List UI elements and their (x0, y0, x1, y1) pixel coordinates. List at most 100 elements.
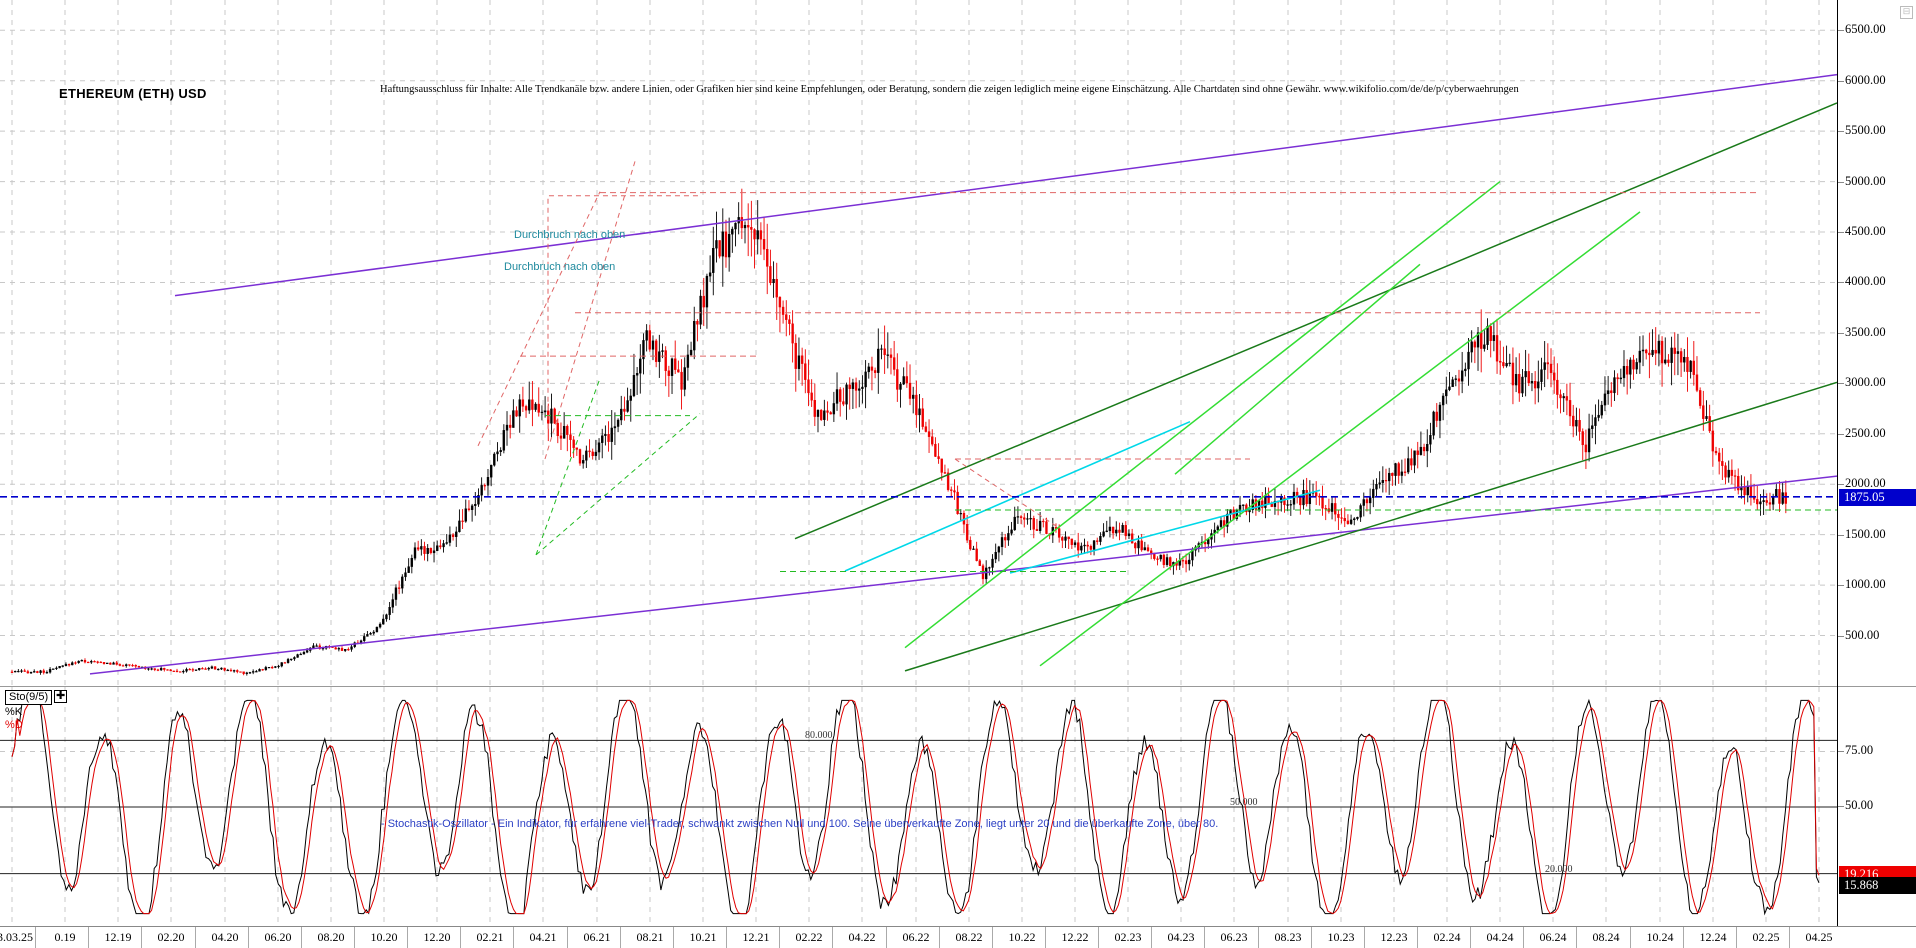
zone-value-label: 80.000 (805, 730, 833, 742)
candle-body (1273, 500, 1277, 507)
candle-body (401, 576, 404, 589)
candle-body (1134, 542, 1137, 549)
candle-body (734, 222, 737, 230)
candle-body (635, 373, 639, 376)
time-axis-separator (1045, 927, 1046, 948)
candle-body (1476, 332, 1480, 348)
stochastic-oscillator-panel[interactable] (0, 686, 1837, 927)
candle-body (150, 668, 153, 670)
time-axis-tick: 12.19 (104, 930, 132, 944)
candle-body (1416, 450, 1419, 455)
time-axis-tick: 12.21 (742, 930, 770, 944)
candle-body (762, 239, 766, 250)
time-axis-separator (1417, 927, 1418, 948)
candle-body (455, 531, 458, 537)
price-axis-tick-mark (1838, 80, 1844, 82)
candle-body (1771, 496, 1775, 505)
candle-body (1660, 340, 1664, 364)
plus-box-icon[interactable]: ✚ (54, 690, 68, 703)
candle-body (1762, 500, 1765, 502)
candle-body (305, 650, 309, 653)
candle-body (572, 439, 575, 448)
candle-body (163, 667, 166, 670)
candle-body (1518, 374, 1521, 394)
candle-body (886, 354, 889, 356)
candle-body (283, 662, 287, 664)
candle-body (645, 330, 648, 341)
time-axis-tick: 08.24 (1592, 930, 1620, 944)
candle-body (1387, 472, 1391, 482)
candle-body (1007, 533, 1010, 541)
candle-body (1537, 381, 1540, 389)
price-chart-panel[interactable]: ETHEREUM (ETH) USD Haftungsausschluss fü… (0, 0, 1837, 686)
candle-body (64, 664, 68, 666)
candle-body (766, 249, 769, 267)
candle-body (423, 546, 426, 554)
candle-body (540, 411, 544, 414)
price-axis-tick: 5000.00 (1845, 173, 1886, 188)
time-axis-tick: 04.20 (211, 930, 239, 944)
candle-body (267, 667, 271, 669)
candle-body (1597, 414, 1600, 418)
candle-body (1572, 415, 1575, 427)
candle-body (480, 485, 483, 496)
time-axis-separator (886, 927, 887, 948)
candle-body (118, 664, 122, 666)
candle-body (1438, 404, 1442, 421)
candle-body (1146, 547, 1150, 551)
candle-body (848, 384, 851, 389)
disclaimer-text: Haftungsausschluss für Inhalte: Alle Tre… (380, 84, 1519, 95)
candle-body (185, 668, 188, 672)
candle-body (724, 231, 728, 258)
candle-body (677, 369, 680, 373)
candle-body (969, 539, 972, 550)
candle-body (1092, 540, 1096, 550)
candle-body (1664, 359, 1667, 364)
candle-body (1613, 377, 1616, 394)
indicator-name-label[interactable]: Sto(9/5) (5, 690, 53, 705)
candle-body (839, 389, 842, 402)
price-axis-tick: 500.00 (1845, 627, 1880, 642)
candle-body (721, 231, 724, 257)
candle-body (1603, 393, 1607, 406)
candle-body (137, 666, 141, 668)
time-axis-tick: 06.20 (264, 930, 292, 944)
candle-body (1778, 489, 1781, 504)
candle-body (1619, 377, 1623, 380)
candle-body (1162, 554, 1166, 565)
candle-body (1270, 503, 1273, 507)
candle-body (1584, 444, 1588, 453)
price-axis-tick-mark (1838, 332, 1844, 334)
price-chart-canvas[interactable] (0, 0, 1837, 686)
time-axis[interactable]: 13.03.25 0.19 12.19 02.20 04.20 06.20 08.20 10.… (0, 926, 1916, 948)
candle-body (229, 669, 233, 672)
candle-body (528, 399, 531, 411)
trendline (904, 180, 1501, 649)
stochastic-canvas[interactable] (0, 687, 1837, 927)
candle-body (1454, 378, 1457, 380)
time-axis-tick: 08.20 (317, 930, 345, 944)
candle-body (515, 410, 518, 417)
candle-body (1089, 545, 1093, 550)
current-price-badge: 1875.05 (1839, 488, 1916, 506)
percent-k-line (11, 698, 1820, 916)
candle-body (80, 660, 83, 662)
candle-body (804, 363, 807, 380)
time-axis-tick: 06.24 (1539, 930, 1567, 944)
candle-body (1426, 444, 1429, 452)
candle-body (629, 395, 632, 401)
time-axis-tick: 04.24 (1486, 930, 1514, 944)
candle-body (1381, 480, 1385, 483)
collapse-icon[interactable]: ⊟ (1900, 6, 1913, 19)
candle-body (1013, 516, 1016, 531)
candle-body (1099, 536, 1102, 542)
candle-body (1016, 516, 1020, 518)
candle-body (1730, 469, 1734, 476)
candle-body (1077, 542, 1080, 551)
candle-body (36, 671, 39, 673)
candle-body (505, 424, 509, 431)
candle-body (896, 369, 899, 390)
time-axis-separator (1258, 927, 1259, 948)
price-axis[interactable]: ⊟ 6500.00 6000.00 5500.00 5000.00 4500.00 400… (1837, 0, 1916, 926)
